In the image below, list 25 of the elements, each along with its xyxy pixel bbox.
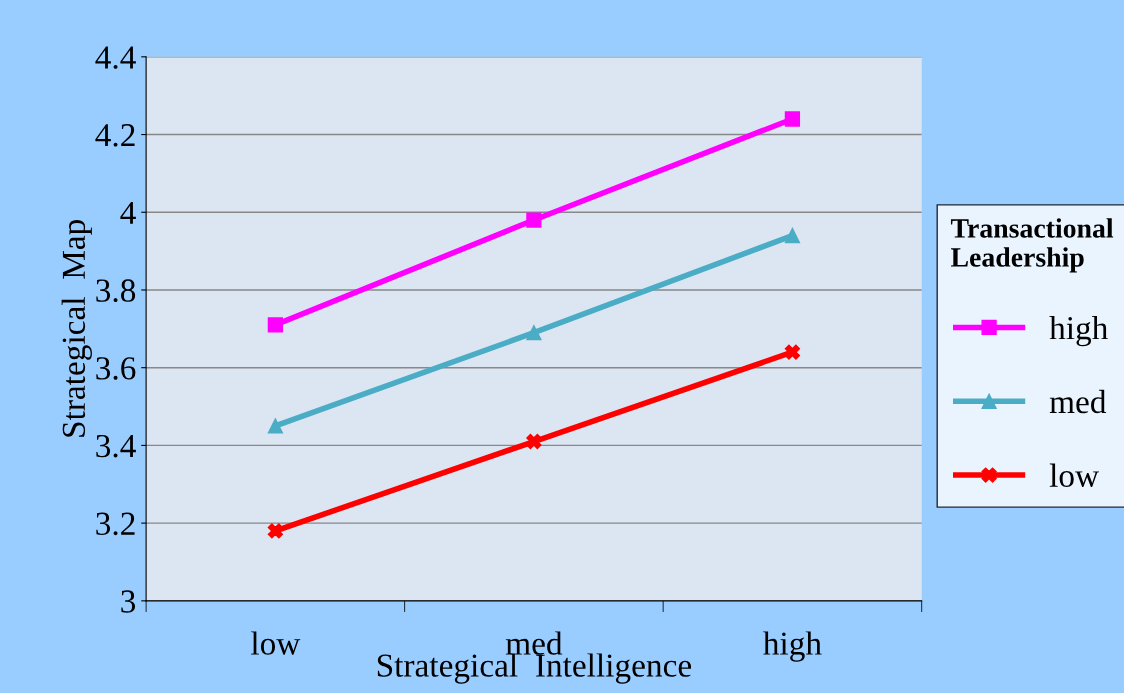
point: [526, 433, 542, 450]
x-tick-label: med: [505, 631, 563, 655]
y-tick-label: 4: [120, 201, 136, 224]
y-axis-title: Strategical Map: [61, 219, 92, 437]
point: [526, 212, 542, 228]
y-tick-label: 4.4: [95, 46, 136, 69]
x-tick-label: high: [763, 631, 822, 662]
y-tick-label: 3: [121, 590, 136, 613]
y-tick-label: 3.4: [96, 434, 136, 458]
legend-label: med: [1049, 389, 1107, 414]
point: [267, 418, 284, 434]
point: [267, 317, 284, 333]
legend-label: high: [1049, 315, 1108, 347]
legend-label: low: [1049, 463, 1099, 488]
y-tick-label: 3.8: [96, 279, 136, 303]
y-tick-label: 3.6: [96, 357, 136, 380]
point: [784, 111, 801, 127]
x-tick-label: low: [251, 631, 301, 655]
point: [267, 523, 284, 539]
legend-title: Transactional Leadership: [950, 218, 1114, 273]
point: [784, 344, 801, 360]
point: [526, 325, 542, 341]
y-tick-label: 4.2: [95, 124, 135, 147]
point: [784, 227, 801, 244]
y-tick-label: 3.2: [96, 512, 135, 536]
